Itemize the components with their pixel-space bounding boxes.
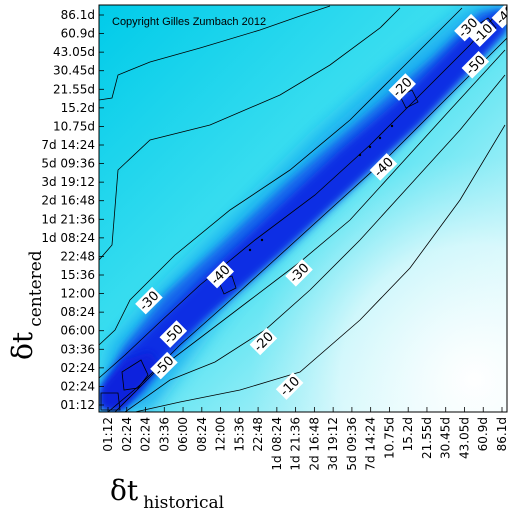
contour-line--20-upper (99, 7, 401, 261)
x-tick-label: 15.2d (401, 417, 415, 451)
x-tick-label: 60.9d (476, 417, 490, 451)
contour-dot (390, 124, 394, 128)
x-tick-label: 86.1d (495, 417, 509, 451)
contour-label-bg (249, 327, 278, 356)
svg-text:δt centered: δt centered (6, 250, 46, 360)
y-tick-label: 1d 08:24 (41, 231, 95, 245)
y-axis-subscript: centered (26, 250, 46, 327)
contour-line--10-upper (99, 5, 331, 101)
contour-dot (358, 153, 362, 157)
x-tick-label: 03:36 (157, 417, 171, 452)
contour-line--10-lower (134, 124, 506, 412)
contour-dot (368, 145, 372, 149)
y-tick-label: 06:00 (60, 324, 95, 338)
x-tick-label: 02:24 (120, 417, 134, 452)
x-tick-label: 7d 14:24 (364, 417, 378, 471)
x-tick-label: 1d 21:36 (289, 417, 303, 471)
plot-area: -10-40-30-50-20-40-40 -30-30-50 -20-50-10 … (99, 5, 507, 412)
x-axis-subscript: historical (143, 493, 224, 512)
contour-dot (260, 238, 264, 242)
y-tick-label: 5d 09:36 (41, 157, 95, 171)
y-tick-label: 22:48 (60, 249, 95, 263)
contour-label-bg (369, 153, 398, 181)
x-tick-label: 22:48 (251, 417, 265, 452)
x-tick-label: 10.75d (382, 417, 396, 459)
contour-label-bg (491, 5, 507, 29)
copyright-annotation: Copyright Gilles Zumbach 2012 (112, 16, 266, 28)
contour-line--20-lower (124, 74, 506, 412)
svg-text:δt historical: δt historical (110, 474, 224, 512)
y-tick-label: 12:00 (60, 287, 95, 301)
band-corner-lowleft (100, 352, 160, 410)
contour-label-bg (461, 51, 490, 79)
y-tick-label: 15:36 (60, 268, 95, 282)
contour-label-bg (206, 260, 235, 289)
contour-dot (378, 136, 382, 140)
contour-label-bg (454, 13, 482, 42)
x-tick-label: 30.45d (439, 417, 453, 459)
y-axis-label: δt centered (6, 250, 46, 360)
x-tick-label: 12:00 (214, 417, 228, 452)
y-axis-ticks: 01:12 02:24 02:24 03:36 06:00 08:24 12:00 15:36… (41, 8, 104, 412)
y-tick-label: 43.05d (53, 45, 95, 59)
x-tick-label: 1d 08:24 (270, 417, 284, 471)
x-tick-label: 01:12 (101, 417, 115, 452)
contour-label-bg (285, 259, 313, 287)
band-core (104, 10, 505, 408)
plot-frame (98, 4, 508, 413)
contour-line--40-upper (99, 9, 501, 379)
x-tick-label: 2d 16:48 (307, 417, 321, 471)
y-tick-label: 02:24 (60, 379, 95, 393)
contour-dot (248, 248, 252, 252)
contour-line--50-ring-1 (100, 392, 121, 411)
y-tick-label: 86.1d (61, 8, 95, 22)
contour-label-bg (150, 351, 178, 380)
y-tick-label: 30.45d (53, 64, 95, 78)
x-tick-label: 06:00 (176, 417, 190, 452)
x-axis-symbol: δt (110, 474, 139, 507)
x-axis-label: δt historical (110, 474, 224, 513)
y-tick-label: 3d 19:12 (41, 175, 95, 189)
contour-line--50-ring-2 (121, 359, 149, 391)
contour-line--50-ring-4 (399, 89, 419, 109)
y-tick-label: 1d 21:36 (41, 212, 95, 226)
contour-label-bg (159, 320, 188, 348)
contour-line--30-upper (99, 7, 463, 346)
contour-dots (248, 124, 394, 252)
y-tick-label: 03:36 (60, 342, 95, 356)
y-tick-label: 60.9d (61, 27, 95, 41)
x-tick-label: 21.55d (420, 417, 434, 459)
y-tick-label: 01:12 (60, 398, 95, 412)
y-tick-label: 21.55d (53, 82, 95, 96)
contour-label-bg (275, 372, 304, 400)
y-tick-label: 02:24 (60, 361, 95, 375)
y-tick-label: 7d 14:24 (41, 138, 95, 152)
contour-label-bg (388, 73, 416, 101)
x-tick-label: 5d 09:36 (345, 417, 359, 471)
x-tick-label: 15:36 (232, 417, 246, 452)
y-tick-label: 15.2d (61, 101, 95, 115)
x-tick-label: 08:24 (195, 417, 209, 452)
x-tick-label: 43.05d (457, 417, 471, 459)
y-axis-symbol: δt (6, 331, 39, 360)
contour-label-bg (135, 286, 163, 315)
y-tick-label: 08:24 (60, 305, 95, 319)
y-tick-label: 10.75d (53, 119, 95, 133)
x-tick-label: 3d 19:12 (326, 417, 340, 471)
x-tick-label: 02:24 (139, 417, 153, 452)
y-tick-label: 2d 16:48 (41, 194, 95, 208)
x-axis-ticks: 01:12 02:24 02:24 03:36 06:00 08:24 12:00 15:36… (101, 407, 509, 471)
contour-label-bg (469, 19, 497, 48)
